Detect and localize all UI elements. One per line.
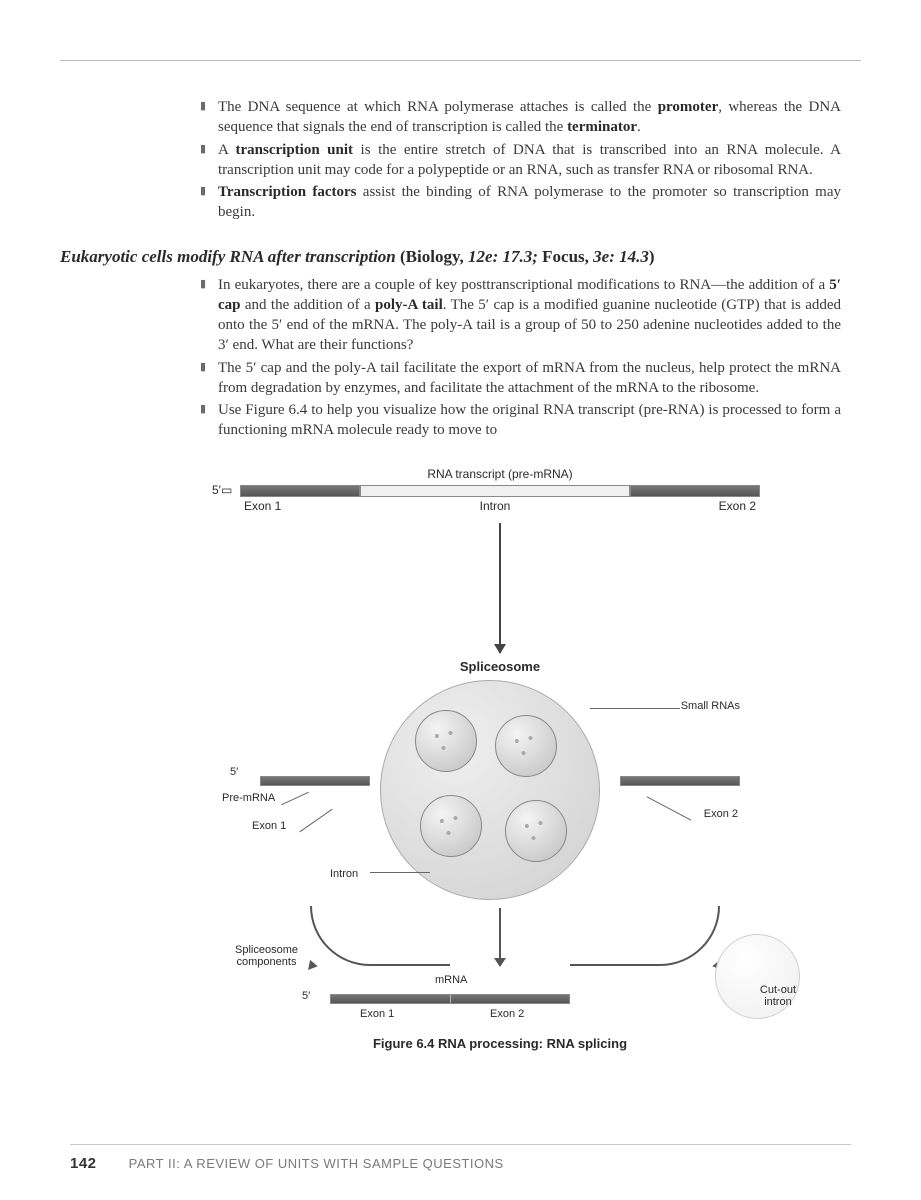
heading-italic: Eukaryotic cells modify RNA after transc…: [60, 247, 396, 266]
curve-arrow-left: [310, 906, 450, 966]
exon2-segment: [630, 485, 760, 497]
spliceosome-diagram: Small RNAs 5′ Pre-mRNA Exon 1 Exon 2 Int…: [270, 680, 730, 910]
five-prime-label: 5′▭: [212, 483, 232, 497]
footer-text: PART II: A REVIEW OF UNITS WITH SAMPLE Q…: [129, 1156, 504, 1171]
bullet-item: Transcription factors assist the binding…: [200, 182, 841, 223]
gap: [370, 776, 620, 786]
pre-mrna-bar: [240, 485, 760, 497]
spliceosome-circle: [380, 680, 600, 900]
exon1-label: Exon 1: [240, 499, 360, 513]
pre-mrna-label: Pre-mRNA: [222, 792, 275, 804]
small-rna-icon: [420, 795, 482, 857]
leader-line: [590, 708, 680, 709]
exon1-segment: [240, 485, 360, 497]
exon1-mid-label: Exon 1: [252, 820, 286, 832]
center-arrow-icon: [499, 908, 501, 966]
small-rna-icon: [415, 710, 477, 772]
exon1-mid-segment: [260, 776, 370, 786]
intron-segment: [360, 485, 630, 497]
leader-line: [647, 796, 692, 820]
mrna-bar: [330, 994, 570, 1004]
section-2-block: In eukaryotes, there are a couple of key…: [200, 275, 841, 441]
small-rna-icon: [505, 800, 567, 862]
bar-labels: Exon 1 Intron Exon 2: [240, 499, 760, 513]
exon2-mid-label: Exon 2: [704, 808, 738, 820]
leader-line: [299, 808, 332, 832]
bullet-item: A transcription unit is the entire stret…: [200, 140, 841, 181]
mrna-exon1-label: Exon 1: [360, 1008, 394, 1020]
bullet-list-2: In eukaryotes, there are a couple of key…: [200, 275, 841, 441]
mrna-exon1: [331, 995, 450, 1003]
curve-arrow-right: [570, 906, 720, 966]
bullet-item: The DNA sequence at which RNA polymerase…: [200, 97, 841, 138]
spliceosome-components-label: Spliceosome components: [235, 944, 298, 968]
bullet-item: The 5′ cap and the poly-A tail facilitat…: [200, 358, 841, 399]
bullet-item: In eukaryotes, there are a couple of key…: [200, 275, 841, 356]
page-footer: 142 PART II: A REVIEW OF UNITS WITH SAMP…: [70, 1144, 851, 1172]
spliceosome-label: Spliceosome: [240, 659, 760, 674]
cutout-intron-label: Cut-out intron: [760, 984, 796, 1008]
figure-top-title: RNA transcript (pre-mRNA): [240, 467, 760, 481]
intron-label: Intron: [360, 499, 630, 513]
exon2-mid-segment: [620, 776, 740, 786]
arrowhead-icon: [304, 959, 317, 972]
figure-caption: Figure 6.4 RNA processing: RNA splicing: [240, 1036, 760, 1051]
bullet-item: Use Figure 6.4 to help you visualize how…: [200, 400, 841, 441]
five-prime-bottom: 5′: [302, 990, 310, 1002]
arrow-down-icon: [499, 523, 501, 653]
leader-line: [370, 872, 430, 873]
mrna-exon2-label: Exon 2: [490, 1008, 524, 1020]
heading-refs: (Biology, 12e: 17.3; Focus, 3e: 14.3): [396, 247, 655, 266]
bullet-list-1: The DNA sequence at which RNA polymerase…: [200, 97, 841, 223]
exon2-label: Exon 2: [630, 499, 760, 513]
section-1-block: The DNA sequence at which RNA polymerase…: [200, 97, 841, 223]
mrna-label: mRNA: [435, 974, 467, 986]
figure-bottom: Spliceosome components mRNA Cut-out intr…: [240, 914, 760, 1064]
mid-pre-mrna-bar: [260, 776, 740, 786]
page-number: 142: [70, 1155, 97, 1172]
small-rnas-label: Small RNAs: [681, 700, 740, 712]
small-rna-icon: [495, 715, 557, 777]
section-heading: Eukaryotic cells modify RNA after transc…: [60, 247, 851, 267]
intron-mid-label: Intron: [330, 868, 358, 880]
five-prime-mid: 5′: [230, 766, 238, 778]
leader-line: [281, 791, 309, 805]
top-rule: [60, 60, 861, 61]
figure-6-4: RNA transcript (pre-mRNA) 5′▭ Exon 1 Int…: [240, 467, 760, 1064]
mrna-exon2: [450, 995, 570, 1003]
